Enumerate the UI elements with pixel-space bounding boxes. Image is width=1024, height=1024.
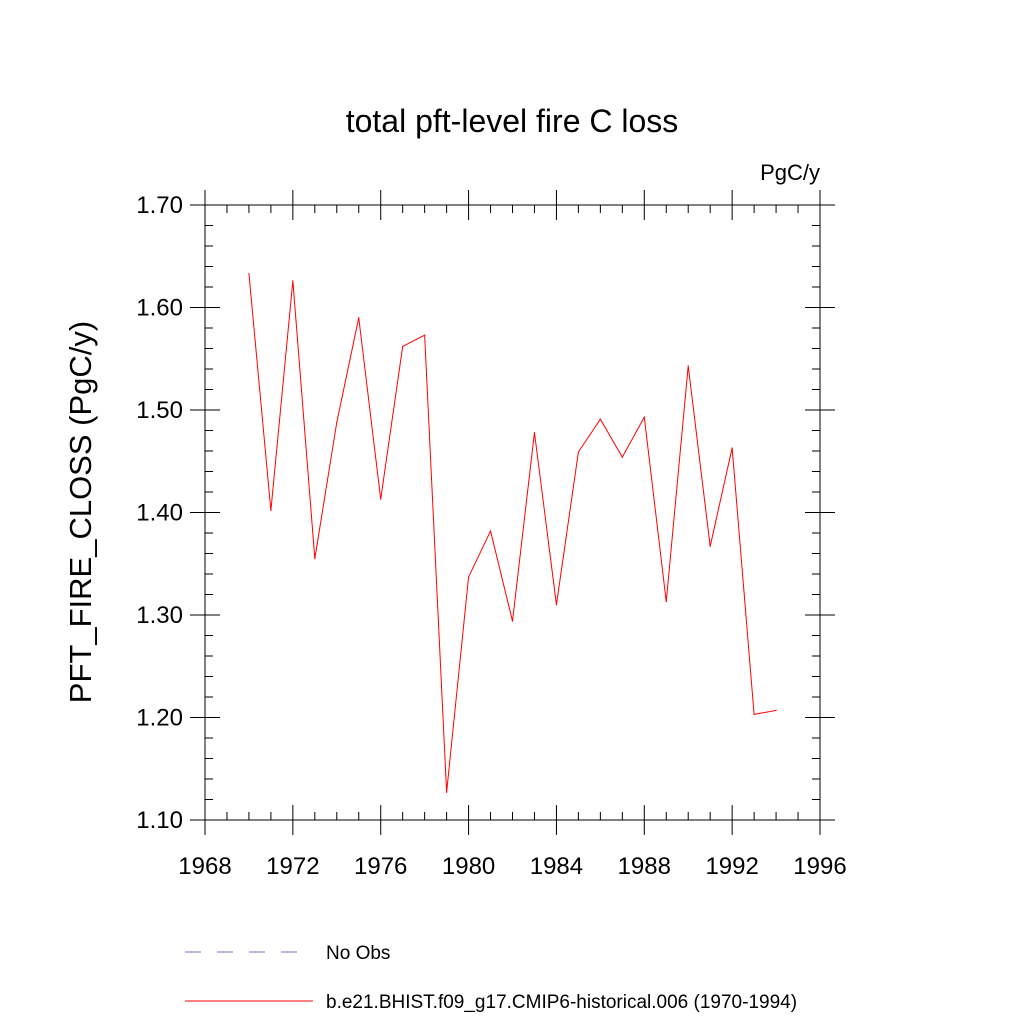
series-line (248, 273, 777, 793)
y-axis-label: PFT_FIRE_CLOSS (PgC/y) (63, 321, 98, 703)
data-point (467, 576, 470, 578)
legend: No Obs b.e21.BHIST.f09_g17.CMIP6-historic… (185, 943, 797, 1013)
y-tick-label: 1.40 (136, 500, 183, 527)
data-point (775, 709, 777, 711)
data-point (665, 601, 667, 603)
data-point (577, 451, 579, 453)
data-point (336, 421, 338, 423)
data-point (248, 273, 250, 275)
x-tick-label: 1972 (266, 853, 319, 880)
data-point (424, 334, 426, 336)
data-point (621, 456, 623, 458)
y-tick-label: 1.10 (136, 807, 183, 834)
data-point (643, 416, 645, 418)
axis-ticks (190, 190, 835, 835)
data-point (446, 791, 448, 793)
y-tick-label: 1.70 (136, 192, 183, 219)
data-point (402, 345, 404, 348)
data-point (599, 418, 601, 420)
data-point (709, 545, 711, 547)
data-point (270, 509, 272, 512)
y-tick-label: 1.60 (136, 295, 183, 322)
legend-label: b.e21.BHIST.f09_g17.CMIP6-historical.006… (326, 992, 797, 1013)
units-label: PgC/y (760, 160, 820, 185)
data-point (511, 620, 514, 622)
data-point (292, 280, 294, 282)
x-tick-label: 1980 (442, 853, 495, 880)
x-tick-label: 1968 (178, 853, 231, 880)
plot-frame (204, 204, 821, 821)
x-tick-label: 1984 (530, 853, 583, 880)
x-tick-label: 1976 (354, 853, 407, 880)
y-tick-label: 1.20 (136, 705, 183, 732)
axis-tick-labels: 1968 1972 1976 1980 1984 1988 1992 1996 1.10 1.20… (136, 192, 846, 880)
chart-title: total pft-level fire C loss (346, 103, 679, 139)
y-tick-label: 1.30 (136, 602, 183, 629)
x-tick-label: 1992 (705, 853, 758, 880)
series-group (248, 273, 777, 793)
data-point (314, 558, 316, 560)
data-point (731, 447, 733, 449)
data-point (555, 604, 558, 606)
y-tick-label: 1.50 (136, 397, 183, 424)
legend-label: No Obs (326, 943, 390, 964)
data-point (533, 431, 536, 434)
data-point (753, 713, 755, 716)
x-tick-label: 1988 (618, 853, 671, 880)
data-point (358, 317, 360, 319)
data-point (380, 498, 382, 500)
x-tick-label: 1996 (793, 853, 846, 880)
data-point (489, 530, 492, 532)
data-point (687, 365, 689, 367)
